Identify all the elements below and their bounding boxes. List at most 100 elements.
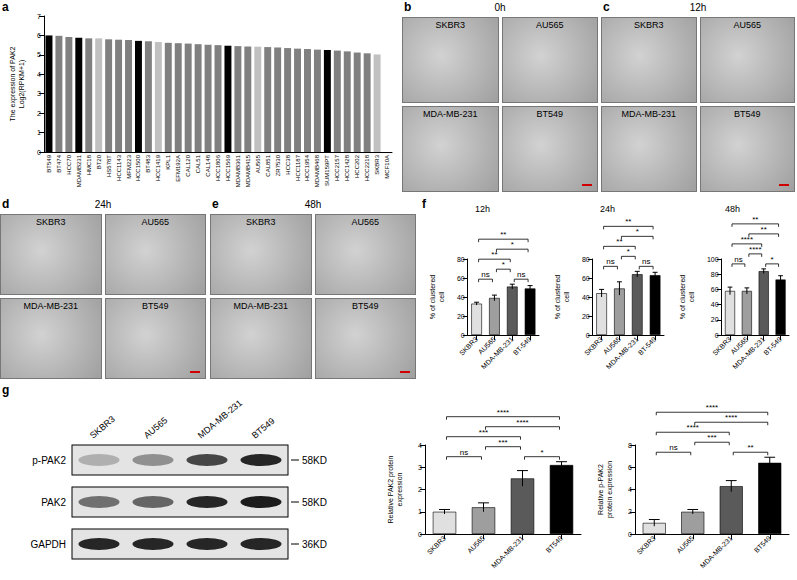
svg-text:BT549: BT549 <box>753 534 773 554</box>
svg-text:**: ** <box>500 230 506 239</box>
svg-text:SKBR3: SKBR3 <box>458 335 479 356</box>
svg-text:8: 8 <box>628 442 632 449</box>
svg-text:BT474: BT474 <box>56 154 62 172</box>
svg-text:BT-549: BT-549 <box>762 335 783 356</box>
svg-text:**: ** <box>747 443 753 452</box>
svg-text:HCC2218: HCC2218 <box>364 154 370 181</box>
svg-text:MFM223: MFM223 <box>126 154 132 178</box>
svg-text:HCC70: HCC70 <box>66 154 72 174</box>
svg-text:ns: ns <box>669 443 677 452</box>
svg-text:MCF10A: MCF10A <box>384 155 390 179</box>
svg-text:MDAMB361: MDAMB361 <box>235 154 241 187</box>
svg-text:CAL51: CAL51 <box>195 154 201 173</box>
svg-text:HCC38: HCC38 <box>285 154 291 174</box>
svg-text:0: 0 <box>37 149 41 156</box>
svg-text:HMC18: HMC18 <box>86 154 92 175</box>
svg-text:CAL851: CAL851 <box>265 154 271 176</box>
svg-text:HCC1500: HCC1500 <box>135 154 141 181</box>
svg-text:1: 1 <box>37 129 41 136</box>
svg-text:The expression of PAK2: The expression of PAK2 <box>9 46 17 121</box>
svg-text:80: 80 <box>457 256 465 263</box>
svg-text:0: 0 <box>586 332 590 339</box>
svg-text:SKBR3: SKBR3 <box>426 534 447 555</box>
svg-text:60: 60 <box>457 275 465 282</box>
svg-text:PAK2: PAK2 <box>41 497 66 508</box>
svg-text:**: ** <box>491 250 497 259</box>
svg-text:HCC1143: HCC1143 <box>116 154 122 181</box>
svg-text:EFM192A: EFM192A <box>175 155 181 182</box>
svg-text:KPL1: KPL1 <box>165 154 171 169</box>
svg-text:100: 100 <box>707 256 719 263</box>
svg-text:***: *** <box>498 438 507 447</box>
svg-text:3: 3 <box>37 90 41 97</box>
svg-text:BT549: BT549 <box>250 416 277 441</box>
svg-text:36KD: 36KD <box>302 539 327 550</box>
svg-text:ns: ns <box>517 270 525 279</box>
svg-text:*: * <box>502 260 505 269</box>
svg-text:0: 0 <box>628 531 632 538</box>
svg-text:MDAMB231: MDAMB231 <box>76 154 82 187</box>
svg-text:HCC1806: HCC1806 <box>215 154 221 181</box>
svg-text:40: 40 <box>582 294 590 301</box>
svg-text:AU565: AU565 <box>466 534 486 554</box>
svg-text:BT549: BT549 <box>46 154 52 172</box>
svg-text:80: 80 <box>711 271 719 278</box>
svg-text:2: 2 <box>418 486 422 493</box>
svg-text:BT20: BT20 <box>96 154 102 169</box>
svg-text:Relative p-PAK2: Relative p-PAK2 <box>597 464 605 515</box>
svg-text:% of clustered: % of clustered <box>679 275 686 319</box>
svg-text:HCC202: HCC202 <box>354 154 360 178</box>
svg-text:CAL148: CAL148 <box>205 154 211 176</box>
svg-text:ns: ns <box>606 257 614 266</box>
svg-text:58KD: 58KD <box>302 455 327 466</box>
svg-text:ns: ns <box>642 257 650 266</box>
svg-text:CAL120: CAL120 <box>185 154 191 176</box>
svg-text:20: 20 <box>711 316 719 323</box>
svg-text:7: 7 <box>37 13 41 20</box>
svg-text:4: 4 <box>628 486 632 493</box>
svg-text:*: * <box>627 247 630 256</box>
svg-text:*: * <box>636 227 639 236</box>
svg-text:AU565: AU565 <box>675 534 695 554</box>
svg-text:40: 40 <box>711 301 719 308</box>
svg-text:SKBR3: SKBR3 <box>583 335 604 356</box>
svg-text:**: ** <box>616 237 622 246</box>
svg-text:protein expression: protein expression <box>606 461 614 518</box>
svg-text:*: * <box>511 240 514 249</box>
svg-text:MDA-MB-231: MDA-MB-231 <box>605 335 640 370</box>
svg-text:HCC1954: HCC1954 <box>304 154 310 181</box>
svg-text:24h: 24h <box>600 204 615 214</box>
svg-text:20: 20 <box>457 313 465 320</box>
svg-text:***: *** <box>707 433 716 442</box>
svg-text:**: ** <box>625 217 631 226</box>
svg-text:60: 60 <box>582 275 590 282</box>
svg-text:****: **** <box>741 235 753 244</box>
svg-text:HCC1187: HCC1187 <box>295 154 301 181</box>
svg-text:HCC1428: HCC1428 <box>344 154 350 181</box>
svg-text:ns: ns <box>481 270 489 279</box>
svg-text:60: 60 <box>711 286 719 293</box>
svg-text:MDA-MB-231: MDA-MB-231 <box>480 335 515 370</box>
svg-text:****: **** <box>687 423 699 432</box>
svg-text:GAPDH: GAPDH <box>30 539 66 550</box>
svg-text:BT-549: BT-549 <box>512 335 533 356</box>
svg-text:ns: ns <box>460 448 468 457</box>
svg-text:****: **** <box>725 413 737 422</box>
svg-text:0: 0 <box>418 531 422 538</box>
svg-text:BT-549: BT-549 <box>637 335 658 356</box>
svg-text:HCC1419: HCC1419 <box>155 154 161 181</box>
svg-text:12h: 12h <box>475 204 490 214</box>
svg-text:2: 2 <box>37 110 41 117</box>
svg-text:40: 40 <box>457 294 465 301</box>
svg-text:0: 0 <box>461 332 465 339</box>
svg-text:**: ** <box>761 225 767 234</box>
svg-text:80: 80 <box>582 256 590 263</box>
svg-text:% of clustered: % of clustered <box>554 275 561 319</box>
svg-text:MDAMB415: MDAMB415 <box>245 154 251 187</box>
svg-text:SUM159PT: SUM159PT <box>324 155 330 186</box>
svg-text:**: ** <box>752 215 758 224</box>
svg-text:4: 4 <box>418 442 422 449</box>
svg-text:****: **** <box>516 418 528 427</box>
svg-text:4: 4 <box>37 71 41 78</box>
svg-text:*: * <box>771 255 774 264</box>
